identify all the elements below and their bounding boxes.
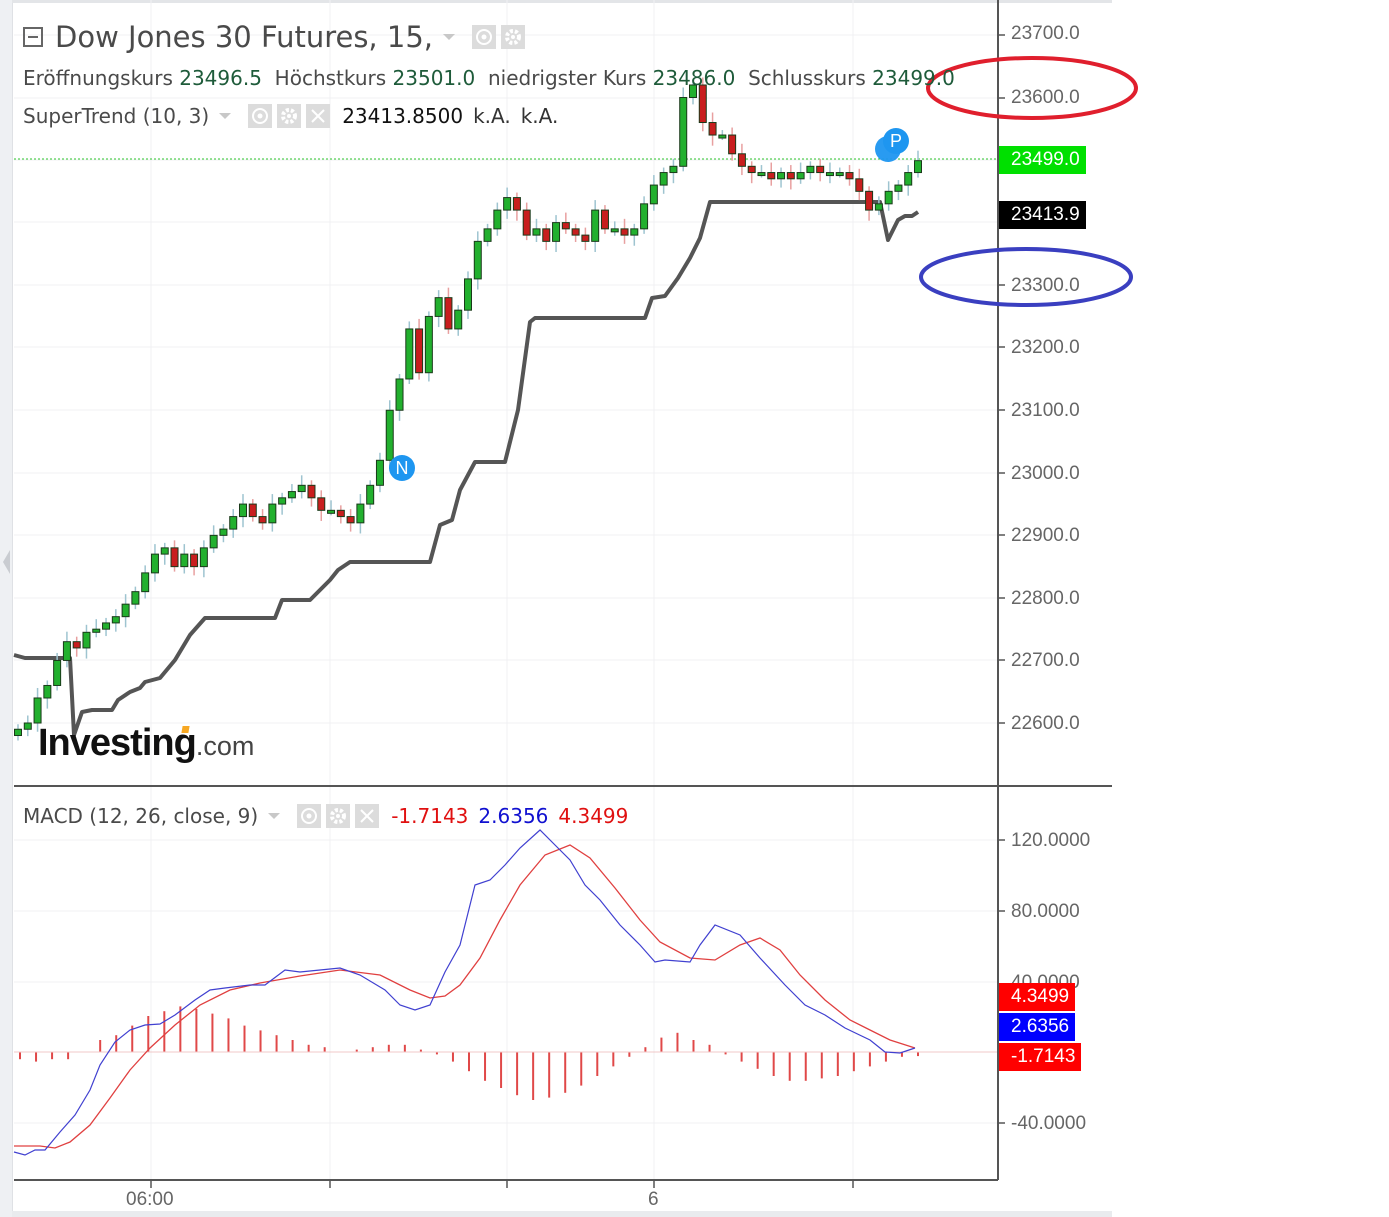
macd-tick: 120.0000 — [1011, 830, 1091, 851]
supertrend-legend: SuperTrend (10, 3) 23413.8500 k.A. k.A. — [23, 104, 558, 128]
macd-tick: -40.0000 — [1011, 1113, 1087, 1134]
candlesticks — [14, 77, 922, 741]
red-annotation-ellipse — [926, 56, 1138, 120]
logo-suffix: .com — [195, 731, 255, 761]
close-value: 23499.0 — [872, 66, 955, 90]
macd-signal-value: 4.3499 — [558, 804, 629, 828]
eye-icon[interactable] — [297, 804, 322, 828]
last-price-tag: 23499.0 — [999, 146, 1086, 174]
collapse-legend-icon[interactable] — [23, 27, 43, 47]
symbol-legend: Dow Jones 30 Futures, 15, — [23, 20, 525, 54]
supertrend-na-1: k.A. — [473, 104, 511, 128]
supertrend-na-2: k.A. — [520, 104, 559, 128]
eye-icon[interactable] — [248, 104, 273, 128]
price-tick: 23700.0 — [1011, 23, 1080, 44]
open-value: 23496.5 — [179, 66, 262, 90]
macd-tick: 80.0000 — [1011, 901, 1080, 922]
low-label: niedrigster Kurs — [487, 66, 647, 90]
ohlc-legend: Eröffnungskurs 23496.5 Höchstkurs 23501.… — [23, 66, 955, 90]
time-tick: 6 — [648, 1189, 659, 1210]
macd-line — [13, 829, 916, 1156]
macd-line-tag: 2.6356 — [999, 1013, 1076, 1041]
open-label: Eröffnungskurs — [23, 66, 173, 90]
macd-legend: MACD (12, 26, close, 9) -1.7143 2.6356 4… — [23, 804, 628, 828]
price-tick: 22600.0 — [1011, 713, 1080, 734]
price-tick: 22800.0 — [1011, 588, 1080, 609]
close-icon[interactable] — [355, 804, 380, 828]
macd-signal-line — [14, 844, 916, 1149]
gear-icon[interactable] — [326, 804, 351, 828]
close-label: Schlusskurs — [748, 66, 866, 90]
low-value: 23486.0 — [652, 66, 736, 90]
supertrend-line — [13, 200, 920, 737]
time-tick: 06:00 — [126, 1189, 174, 1210]
macd-signal-tag: 4.3499 — [999, 983, 1076, 1011]
time-axis-ticks — [150, 1180, 854, 1188]
collapse-handle[interactable] — [3, 550, 10, 574]
high-value: 23501.0 — [392, 66, 476, 90]
chevron-down-icon[interactable] — [219, 113, 232, 119]
logo-main: Investing — [38, 722, 197, 764]
price-tick: 23100.0 — [1011, 400, 1080, 421]
price-tick: 23200.0 — [1011, 337, 1080, 358]
supertrend-value: 23413.8500 — [342, 104, 464, 128]
event-marker-n[interactable]: N — [389, 455, 415, 481]
grid — [14, 0, 998, 1180]
eye-icon[interactable] — [472, 25, 496, 49]
bottom-border — [12, 1211, 1112, 1217]
symbol-title: Dow Jones 30 Futures, 15, — [55, 20, 433, 54]
left-toolbar-strip — [0, 0, 13, 1217]
supertrend-price-tag: 23413.9 — [999, 201, 1086, 229]
macd-histogram-tag: -1.7143 — [999, 1043, 1082, 1071]
price-tick: 22700.0 — [1011, 650, 1080, 671]
close-icon[interactable] — [306, 104, 331, 128]
logo-dot — [181, 726, 190, 733]
macd-label: MACD (12, 26, close, 9) — [23, 804, 259, 828]
top-border — [12, 0, 1112, 3]
blue-annotation-ellipse — [919, 247, 1133, 307]
price-axis-ticks — [998, 34, 1005, 1124]
price-tick: 22900.0 — [1011, 525, 1080, 546]
event-marker-p[interactable]: P — [883, 128, 909, 154]
chevron-down-icon[interactable] — [268, 813, 281, 819]
gear-icon[interactable] — [501, 25, 525, 49]
chevron-down-icon[interactable] — [443, 34, 455, 40]
supertrend-label: SuperTrend (10, 3) — [23, 104, 210, 128]
price-tick: 23600.0 — [1011, 87, 1080, 108]
investing-logo: Investing.com — [38, 722, 254, 765]
high-label: Höchstkurs — [274, 66, 387, 90]
gear-icon[interactable] — [277, 104, 302, 128]
macd-line-value: 2.6356 — [478, 804, 549, 828]
macd-histogram — [19, 1006, 919, 1100]
price-tick: 23000.0 — [1011, 463, 1080, 484]
macd-histogram-value: -1.7143 — [391, 804, 469, 828]
price-tick: 23300.0 — [1011, 275, 1080, 296]
